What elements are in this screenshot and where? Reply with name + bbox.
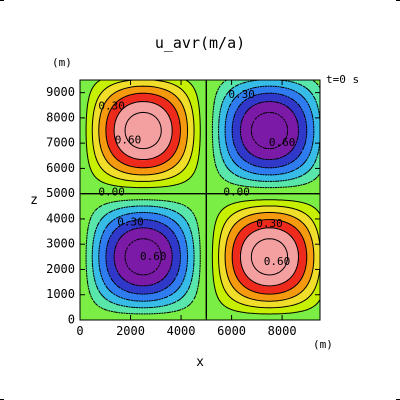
- contour-line: [105, 92, 308, 295]
- y-axis: 0 1000 2000 3000 4000 5000 6000 7000 8000 9000: [46, 85, 320, 327]
- x-tick-label: 6000: [217, 324, 246, 338]
- contour-label: 0.00: [223, 185, 250, 198]
- y-tick-label: 9000: [46, 85, 75, 99]
- y-tick-label: 6000: [46, 161, 75, 175]
- contour-line: [124, 111, 289, 276]
- corner-mark-left-top: [0, 0, 4, 1]
- contour-label: 0.30: [256, 217, 283, 230]
- contour-line: [113, 100, 300, 287]
- plot-area: 0.30 0.60 0.30 0.60 0.00 0.00 0.30 0.60 0.30 0.60: [79, 79, 321, 321]
- x-tick-label: 4000: [167, 324, 196, 338]
- contour-line: [98, 85, 315, 302]
- x-axis-label: x: [196, 355, 204, 370]
- x-tick-label: 0: [76, 324, 83, 338]
- y-tick-label: 7000: [46, 136, 75, 150]
- contour-line: [85, 79, 321, 315]
- contour-label: 0.00: [98, 185, 125, 198]
- plot-frame: [79, 79, 321, 321]
- contour-line: [105, 92, 308, 295]
- contour-label: 0.60: [269, 136, 296, 149]
- contour-line: [85, 79, 321, 315]
- contour-line: [91, 79, 321, 309]
- contour-label: 0.60: [115, 134, 142, 147]
- time-label: t=0 s: [326, 73, 359, 86]
- contour-label: 0.30: [228, 88, 255, 101]
- x-tick-label: 8000: [268, 324, 297, 338]
- contour-line: [113, 100, 300, 287]
- y-tick-label: 8000: [46, 110, 75, 124]
- y-tick-label: 4000: [46, 211, 75, 225]
- contour-label: 0.30: [117, 216, 144, 229]
- y-tick-label: 2000: [46, 262, 75, 276]
- contour-label: 0.30: [98, 100, 125, 113]
- x-unit-label: (m): [313, 338, 333, 351]
- contour-label: 0.60: [264, 255, 291, 268]
- y-tick-label: 0: [68, 313, 75, 327]
- corner-mark-right-top: [396, 0, 400, 1]
- y-axis-label: z: [30, 193, 38, 208]
- y-unit-label: (m): [52, 56, 72, 69]
- y-tick-label: 3000: [46, 237, 75, 251]
- contour-label: 0.60: [140, 250, 167, 263]
- x-axis: 0 2000 4000 6000 8000: [76, 80, 297, 338]
- chart-title: u_avr(m/a): [155, 34, 245, 52]
- y-tick-label: 1000: [46, 287, 75, 301]
- contour-line: [124, 111, 289, 276]
- contour-line: [98, 85, 315, 302]
- x-tick-label: 2000: [116, 324, 145, 338]
- y-tick-label: 5000: [46, 186, 75, 200]
